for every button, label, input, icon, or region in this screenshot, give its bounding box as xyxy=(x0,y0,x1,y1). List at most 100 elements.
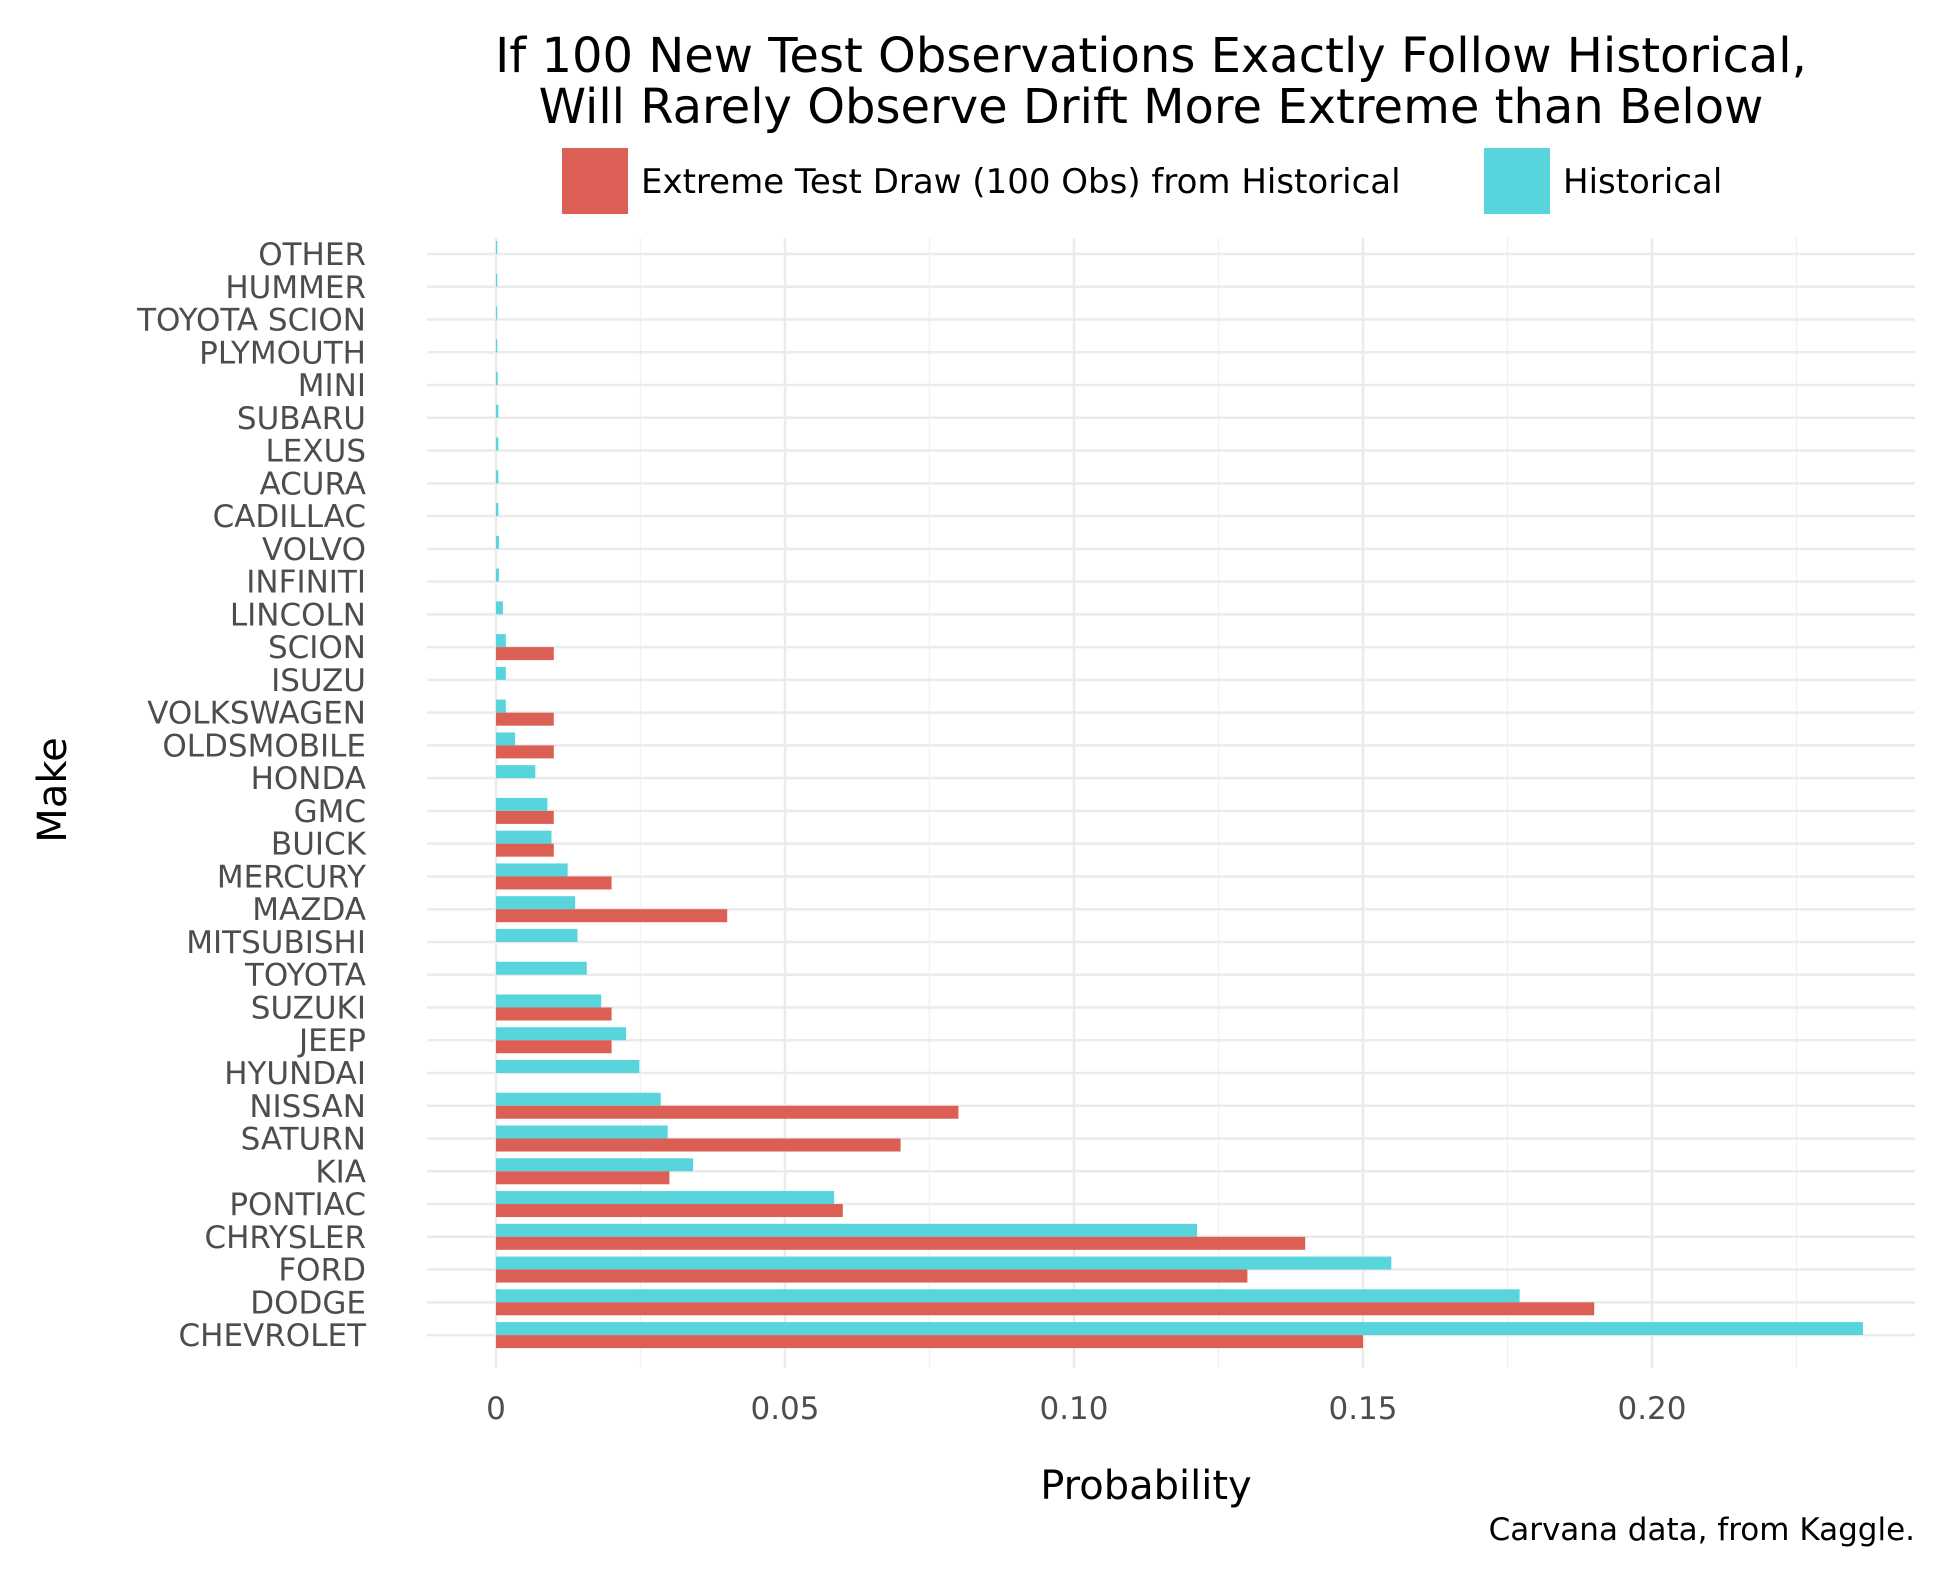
bar-extreme-test-draw-buick xyxy=(496,843,554,857)
y-tick-label-lincoln: LINCOLN xyxy=(230,597,366,633)
legend-label-historical: Historical xyxy=(1563,162,1722,202)
bar-extreme-test-draw-chrysler xyxy=(496,1236,1306,1250)
bar-extreme-test-draw-saturn xyxy=(496,1138,901,1152)
y-tick-label-saturn: SATURN xyxy=(241,1122,366,1158)
bar-historical-dodge xyxy=(496,1289,1520,1303)
x-tick-label: 0.15 xyxy=(1328,1391,1397,1427)
bar-extreme-test-draw-chevrolet xyxy=(496,1335,1363,1349)
bar-historical-acura xyxy=(496,470,499,484)
x-axis-tick-labels: 0 0.05 0.10 0.15 0.20 xyxy=(486,1391,1686,1427)
y-tick-label-dodge: DODGE xyxy=(250,1285,366,1321)
bar-historical-lexus xyxy=(496,437,499,451)
bar-historical-volvo xyxy=(496,535,499,549)
x-tick-label: 0 xyxy=(486,1391,506,1427)
y-tick-label-isuzu: ISUZU xyxy=(271,663,366,699)
y-axis-title: Make xyxy=(30,737,76,842)
bar-historical-hyundai xyxy=(496,1060,640,1073)
y-tick-label-honda: HONDA xyxy=(251,761,366,797)
bar-extreme-test-draw-pontiac xyxy=(496,1204,843,1218)
bar-extreme-test-draw-ford xyxy=(496,1269,1248,1283)
y-tick-label-scion: SCION xyxy=(268,630,366,666)
bar-historical-cadillac xyxy=(496,503,499,517)
bar-historical-infiniti xyxy=(496,568,499,582)
y-tick-label-mitsubishi: MITSUBISHI xyxy=(186,925,366,961)
y-tick-label-hummer: HUMMER xyxy=(225,270,366,306)
legend-key-historical xyxy=(1484,148,1550,214)
y-tick-label-toyota-scion: TOYOTA SCION xyxy=(136,303,366,339)
grid xyxy=(427,238,1915,1368)
bar-historical-mercury xyxy=(496,863,568,877)
bar-extreme-test-draw-suzuki xyxy=(496,1007,612,1021)
bar-extreme-test-draw-kia xyxy=(496,1171,670,1185)
x-tick-label: 0.05 xyxy=(750,1391,819,1427)
y-tick-label-toyota: TOYOTA xyxy=(244,958,366,994)
caption: Carvana data, from Kaggle. xyxy=(1489,1512,1915,1548)
chart-title-line-2: Will Rarely Observe Drift More Extreme t… xyxy=(539,79,1764,135)
y-tick-label-mercury: MERCURY xyxy=(217,859,366,895)
y-tick-label-nissan: NISSAN xyxy=(249,1089,366,1125)
bar-historical-jeep xyxy=(496,1027,627,1041)
bar-extreme-test-draw-dodge xyxy=(496,1302,1595,1316)
x-tick-label: 0.20 xyxy=(1617,1391,1686,1427)
bar-extreme-test-draw-oldsmobile xyxy=(496,745,554,759)
bar-extreme-test-draw-mazda xyxy=(496,909,728,923)
bar-historical-chrysler xyxy=(496,1223,1198,1237)
bar-historical-isuzu xyxy=(496,666,506,680)
y-tick-label-oldsmobile: OLDSMOBILE xyxy=(162,728,366,764)
y-tick-label-other: OTHER xyxy=(258,237,366,273)
y-tick-label-subaru: SUBARU xyxy=(237,401,366,437)
y-tick-label-chrysler: CHRYSLER xyxy=(204,1220,366,1256)
chart-title-line-1: If 100 New Test Observations Exactly Fol… xyxy=(495,28,1807,84)
y-tick-label-acura: ACURA xyxy=(260,466,367,502)
bar-historical-saturn xyxy=(496,1125,668,1139)
x-tick-label: 0.10 xyxy=(1039,1391,1108,1427)
y-tick-label-kia: KIA xyxy=(315,1154,366,1190)
bar-extreme-test-draw-jeep xyxy=(496,1040,612,1054)
bar-historical-nissan xyxy=(496,1092,661,1106)
y-tick-label-jeep: JEEP xyxy=(297,1023,366,1059)
bar-historical-toyota xyxy=(496,961,587,975)
y-tick-label-cadillac: CADILLAC xyxy=(213,499,366,535)
y-tick-label-hyundai: HYUNDAI xyxy=(224,1056,366,1092)
bar-historical-oldsmobile xyxy=(496,732,516,746)
y-tick-label-pontiac: PONTIAC xyxy=(229,1187,366,1223)
bar-historical-plymouth xyxy=(496,339,498,353)
y-tick-label-volkswagen: VOLKSWAGEN xyxy=(147,696,366,732)
bar-historical-hummer xyxy=(496,273,498,287)
y-tick-label-infiniti: INFINITI xyxy=(246,565,366,601)
bar-historical-buick xyxy=(496,830,552,844)
y-tick-label-ford: FORD xyxy=(278,1253,366,1289)
bar-historical-honda xyxy=(496,765,536,779)
bar-extreme-test-draw-scion xyxy=(496,647,554,661)
bar-extreme-test-draw-nissan xyxy=(496,1105,959,1119)
bars xyxy=(496,241,1863,1349)
bar-historical-mini xyxy=(496,372,498,386)
y-tick-label-mini: MINI xyxy=(298,368,366,404)
bar-historical-volkswagen xyxy=(496,699,506,713)
x-axis-title: Probability xyxy=(1040,1463,1251,1509)
y-tick-label-plymouth: PLYMOUTH xyxy=(199,335,366,371)
y-tick-label-gmc: GMC xyxy=(294,794,366,830)
bar-extreme-test-draw-mercury xyxy=(496,876,612,890)
bar-extreme-test-draw-gmc xyxy=(496,810,554,824)
bar-historical-toyota-scion xyxy=(496,306,498,320)
bar-extreme-test-draw-volkswagen xyxy=(496,712,554,726)
bar-historical-scion xyxy=(496,634,506,648)
bar-historical-suzuki xyxy=(496,994,602,1008)
bar-historical-subaru xyxy=(496,404,499,418)
bar-historical-other xyxy=(496,241,498,254)
bar-historical-lincoln xyxy=(496,601,503,615)
bar-historical-mitsubishi xyxy=(496,928,578,942)
legend: Extreme Test Draw (100 Obs) from Histori… xyxy=(562,148,1722,214)
bar-historical-chevrolet xyxy=(496,1322,1863,1336)
bar-historical-pontiac xyxy=(496,1191,835,1205)
y-tick-label-buick: BUICK xyxy=(271,827,367,863)
y-tick-label-volvo: VOLVO xyxy=(262,532,366,568)
bar-historical-kia xyxy=(496,1158,694,1172)
y-tick-label-mazda: MAZDA xyxy=(252,892,366,928)
legend-label-extreme-test-draw: Extreme Test Draw (100 Obs) from Histori… xyxy=(641,162,1401,202)
legend-key-extreme-test-draw xyxy=(562,148,628,214)
bar-historical-mazda xyxy=(496,896,576,910)
